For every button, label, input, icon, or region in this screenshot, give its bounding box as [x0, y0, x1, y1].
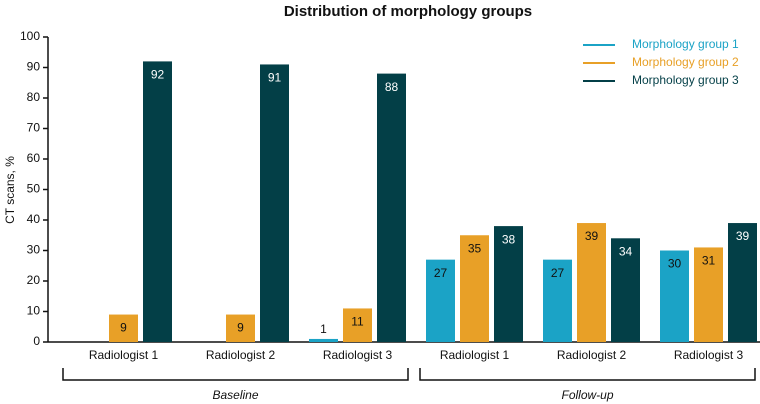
- value-label: 30: [668, 257, 682, 271]
- y-axis-label: CT scans, %: [3, 156, 17, 224]
- bar: [309, 338, 338, 342]
- group-bracket: [62, 368, 409, 381]
- value-label: 38: [502, 232, 516, 246]
- y-tick-label: 50: [27, 182, 41, 196]
- bar: [377, 73, 406, 342]
- bar: [494, 226, 523, 342]
- y-tick-label: 10: [27, 304, 41, 318]
- y-tick-label: 70: [27, 121, 41, 135]
- group-bracket: [419, 368, 756, 381]
- x-tick-label: Radiologist 3: [323, 348, 393, 362]
- bar: [577, 223, 606, 342]
- value-label: 91: [268, 71, 282, 85]
- value-label: 27: [551, 266, 565, 280]
- value-label: 11: [351, 315, 364, 329]
- bar: [543, 259, 572, 342]
- y-tick-label: 100: [20, 29, 40, 43]
- bar: [460, 235, 489, 342]
- y-tick-label: 20: [27, 273, 41, 287]
- x-tick-label: Radiologist 1: [440, 348, 510, 362]
- bar: [426, 259, 455, 342]
- x-tick-label: Radiologist 2: [557, 348, 627, 362]
- value-label: 1: [320, 322, 327, 336]
- value-label: 88: [385, 80, 399, 94]
- bar: [260, 64, 289, 342]
- bar: [728, 223, 757, 342]
- bar: [611, 238, 640, 342]
- bar: [660, 250, 689, 342]
- y-tick-label: 60: [27, 151, 41, 165]
- x-tick-label: Radiologist 1: [89, 348, 159, 362]
- value-label: 31: [702, 254, 716, 268]
- bar: [343, 308, 372, 342]
- legend-label: Morphology group 1: [632, 37, 739, 51]
- x-tick-label: Radiologist 3: [674, 348, 744, 362]
- bar: [694, 247, 723, 342]
- y-tick-label: 0: [33, 334, 40, 348]
- value-label: 35: [468, 241, 482, 255]
- group-label: Follow-up: [561, 388, 613, 402]
- value-label: 39: [736, 229, 750, 243]
- value-label: 9: [120, 321, 127, 335]
- chart-title: Distribution of morphology groups: [284, 3, 532, 20]
- value-label: 9: [237, 321, 244, 335]
- group-label: Baseline: [212, 388, 258, 402]
- bar: [109, 314, 138, 342]
- value-label: 92: [151, 68, 165, 82]
- bar: [143, 61, 172, 343]
- bar: [226, 314, 255, 342]
- y-tick-label: 30: [27, 243, 41, 257]
- y-tick-label: 40: [27, 212, 41, 226]
- y-tick-label: 90: [27, 60, 41, 74]
- y-tick-label: 80: [27, 90, 41, 104]
- legend-label: Morphology group 3: [632, 73, 739, 87]
- x-tick-label: Radiologist 2: [206, 348, 276, 362]
- value-label: 39: [585, 229, 599, 243]
- legend-label: Morphology group 2: [632, 55, 739, 69]
- value-label: 27: [434, 266, 448, 280]
- value-label: 34: [619, 244, 633, 258]
